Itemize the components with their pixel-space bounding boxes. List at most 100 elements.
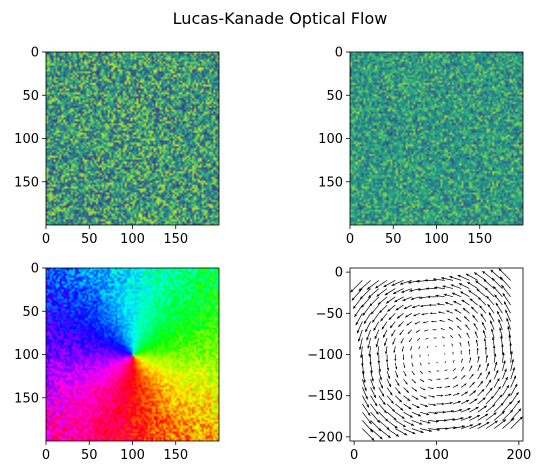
quiver-arrowhead	[414, 389, 418, 392]
quiver-arrowhead	[443, 344, 445, 346]
y-tick-label: −200	[307, 430, 343, 445]
quiver-arrowhead	[390, 400, 394, 404]
quiver-arrowhead	[448, 385, 451, 388]
quiver-arrowhead	[471, 306, 474, 310]
quiver-arrowhead	[505, 309, 508, 313]
quiver-arrowhead	[376, 352, 380, 356]
quiver-arrowhead	[413, 314, 416, 317]
quiver-arrowhead	[368, 353, 371, 357]
quiver-arrowhead	[406, 323, 409, 326]
quiver-arrowhead	[459, 409, 463, 412]
quiver-arrowhead	[401, 349, 404, 352]
quiver-arrowhead	[398, 324, 401, 327]
quiver-arrowhead	[400, 407, 404, 411]
quiver-arrowhead	[361, 363, 364, 367]
quiver-arrowhead	[403, 306, 407, 310]
quiver-arrowhead	[358, 288, 362, 291]
quiver-arrowhead	[466, 332, 469, 335]
subplot-frame1: 0 50 100 150 0 50 100 150	[14, 46, 220, 247]
quiver-arrowhead	[420, 304, 424, 308]
quiver-arrowhead	[385, 359, 389, 363]
quiver-arrowhead	[457, 325, 460, 328]
quiver-arrowhead	[384, 292, 388, 296]
quiver-arrowhead	[414, 322, 417, 325]
quiver-arrowhead	[484, 287, 488, 291]
quiver-arrowhead	[391, 333, 394, 337]
x-tick-label: 0	[346, 232, 354, 247]
quiver-arrowhead	[441, 402, 445, 406]
axes-frame	[45, 267, 220, 442]
quiver-arrow	[498, 268, 511, 281]
x-tick-label: 100	[120, 232, 145, 247]
quiver-arrowhead	[429, 312, 432, 315]
quiver-arrowhead	[397, 391, 401, 395]
quiver-arrowhead	[399, 282, 403, 285]
quiver-arrowhead	[451, 409, 454, 413]
quiver-arrowhead	[360, 355, 363, 359]
y-tick-label: 150	[14, 391, 39, 406]
quiver-arrowhead	[498, 386, 501, 390]
quiver-arrowhead	[381, 393, 385, 397]
quiver-arrowhead	[507, 393, 511, 397]
quiver-arrowhead	[442, 285, 446, 288]
quiver-arrowhead	[467, 282, 471, 285]
quiver-arrowhead	[422, 321, 425, 324]
quiver-arrowhead	[483, 338, 487, 342]
quiver-arrowhead	[374, 336, 378, 340]
quiver-arrowhead	[354, 313, 358, 317]
quiver-arrowhead	[410, 297, 414, 300]
quiver-arrowhead	[402, 358, 405, 360]
quiver-arrowhead	[461, 299, 465, 303]
x-tick-label: 150	[467, 232, 492, 247]
quiver-arrowhead	[487, 371, 490, 375]
quiver-arrowhead	[453, 360, 455, 362]
quiver-arrowhead	[445, 361, 447, 363]
quiver-arrowhead	[379, 436, 383, 440]
quiver-arrowhead	[503, 360, 506, 364]
quiver-arrowhead	[392, 342, 395, 345]
quiver-arrowhead	[412, 305, 416, 309]
x-tick-label: 0	[42, 448, 50, 463]
x-tick-label: 200	[506, 448, 531, 463]
quiver-arrowhead	[470, 424, 474, 427]
quiver-arrowhead	[369, 303, 373, 307]
quiver-arrowhead	[450, 335, 452, 337]
quiver-arrowhead	[446, 369, 448, 371]
quiver-arrowhead	[454, 368, 456, 370]
quiver-arrowhead	[441, 394, 444, 397]
y-tick-label: 0	[335, 46, 343, 61]
quiver-arrowhead	[494, 361, 498, 365]
quiver-arrow	[362, 428, 375, 441]
x-tick-label: 100	[424, 232, 449, 247]
quiver-arrowhead	[380, 385, 383, 389]
quiver-arrowhead	[422, 380, 424, 382]
quiver-arrowhead	[401, 416, 405, 419]
x-tick-label: 150	[163, 448, 188, 463]
y-tick-label: 100	[318, 132, 343, 147]
quiver-arrowhead	[420, 430, 424, 433]
x-tick-label: 50	[385, 232, 402, 247]
quiver-arrowhead	[395, 367, 398, 370]
quiver-arrowhead	[408, 281, 412, 284]
quiver-arrowhead	[430, 379, 433, 381]
quiver-arrowhead	[469, 357, 472, 360]
quiver-arrowhead	[486, 295, 490, 299]
quiver-arrowhead	[388, 384, 392, 388]
quiver-arrowhead	[474, 331, 477, 334]
quiver-arrowhead	[366, 337, 369, 341]
quiver-arrowhead	[461, 425, 465, 428]
quiver-arrowhead	[368, 421, 372, 425]
quiver-arrowhead	[499, 394, 503, 398]
image-noise	[350, 52, 523, 225]
quiver-arrowhead	[510, 350, 513, 354]
quiver-arrowhead	[447, 318, 450, 321]
quiver-arrowhead	[421, 313, 424, 316]
quiver-arrowhead	[419, 422, 423, 425]
quiver-arrowhead	[435, 294, 439, 298]
quiver-arrowhead	[403, 366, 406, 369]
quiver-arrowhead	[503, 419, 507, 423]
quiver-arrowhead	[498, 319, 501, 323]
quiver-arrowhead	[360, 296, 363, 300]
quiver-arrowhead	[497, 311, 500, 315]
y-tick-label: −100	[307, 348, 343, 363]
